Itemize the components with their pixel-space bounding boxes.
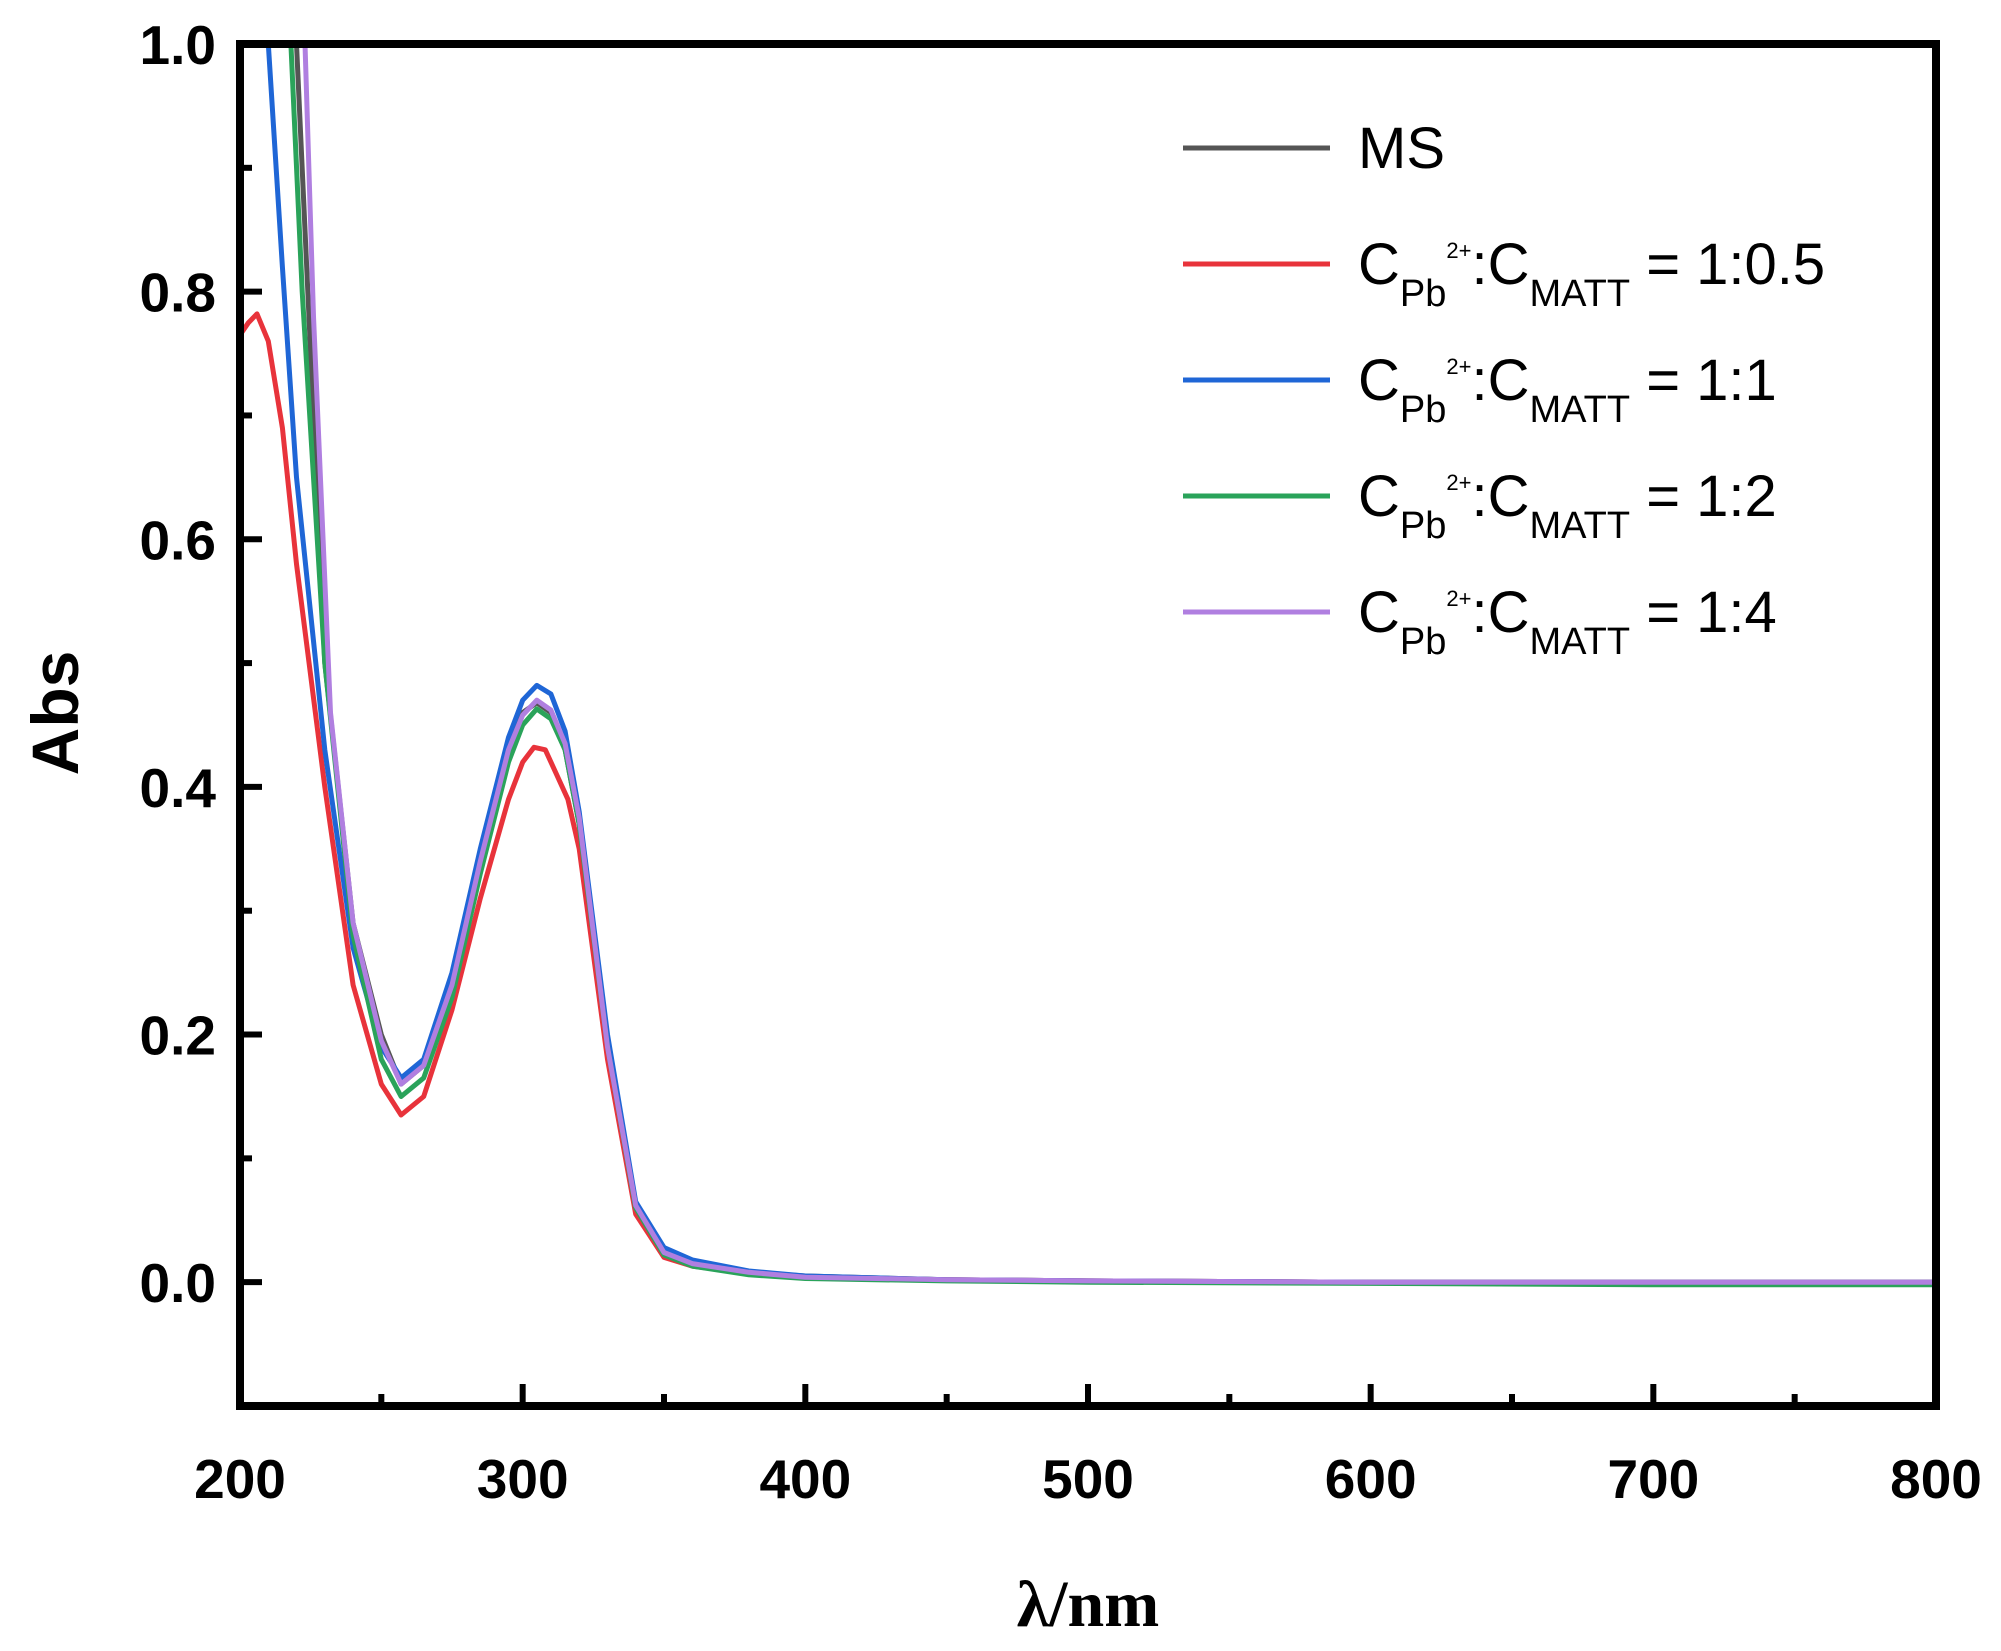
legend-part-sub1: Pb	[1400, 505, 1446, 547]
legend-part-sup1: 2+	[1446, 586, 1471, 611]
legend-part-sub2: MATT	[1529, 273, 1630, 315]
legend-part-sup1: 2+	[1446, 470, 1471, 495]
legend-part-ratio: = 1:2	[1630, 464, 1777, 529]
legend-label-2: CPb2+:CMATT = 1:1	[1358, 348, 1777, 431]
x-tick-label: 600	[1325, 1448, 1417, 1510]
legend-part-mid: :C	[1471, 464, 1529, 529]
series-line-3	[288, 44, 1936, 1288]
y-tick-label: 0.2	[140, 1005, 216, 1067]
series-line-4	[302, 44, 1936, 1285]
legend-part-c1: C	[1358, 232, 1400, 297]
x-tick-label: 500	[1042, 1448, 1134, 1510]
x-tick-label: 400	[759, 1448, 851, 1510]
legend-part-c1: C	[1358, 464, 1400, 529]
legend-part-c1: C	[1358, 348, 1400, 413]
y-tick-label: 0.4	[140, 757, 217, 819]
legend-part-sub1: Pb	[1400, 621, 1446, 663]
y-tick-label: 0.0	[140, 1252, 216, 1314]
legend-part-sup1: 2+	[1446, 238, 1471, 263]
legend-part-mid: :C	[1471, 348, 1529, 413]
y-tick-label: 0.8	[140, 262, 216, 324]
tick-layer: 200 300 400 500 600 700 800 0.0 0.2 0.4 0.6 0.8 1.0	[140, 14, 1982, 1510]
legend-label-4: CPb2+:CMATT = 1:4	[1358, 580, 1777, 663]
series-layer	[240, 44, 1936, 1288]
series-line-0	[294, 44, 1936, 1285]
legend-label-0: MS	[1358, 116, 1445, 181]
y-tick-label: 0.6	[140, 509, 216, 571]
x-tick-label: 300	[477, 1448, 569, 1510]
legend-part-mid: :C	[1471, 580, 1529, 645]
legend-label-1: CPb2+:CMATT = 1:0.5	[1358, 232, 1825, 315]
legend-part-ratio: = 1:0.5	[1630, 232, 1825, 297]
legend-part-ratio: = 1:1	[1630, 348, 1777, 413]
y-tick-label: 1.0	[140, 14, 216, 76]
legend-part-sub1: Pb	[1400, 273, 1446, 315]
x-tick-label: 200	[194, 1448, 286, 1510]
x-tick-label: 700	[1607, 1448, 1699, 1510]
legend-label-3: CPb2+:CMATT = 1:2	[1358, 464, 1777, 547]
legend-part-mid: :C	[1471, 232, 1529, 297]
y-axis-label: Abs	[18, 651, 92, 776]
legend-part-c1: C	[1358, 580, 1400, 645]
legend-part-ratio: = 1:4	[1630, 580, 1777, 645]
series-line-2	[265, 44, 1936, 1285]
legend-part-sub2: MATT	[1529, 621, 1630, 663]
legend-part-sub2: MATT	[1529, 389, 1630, 431]
legend-part-sub2: MATT	[1529, 505, 1630, 547]
legend-part-sub1: Pb	[1400, 389, 1446, 431]
x-axis-label: λ/nm	[1017, 1568, 1159, 1641]
x-tick-label: 800	[1890, 1448, 1982, 1510]
legend-part-sup1: 2+	[1446, 354, 1471, 379]
